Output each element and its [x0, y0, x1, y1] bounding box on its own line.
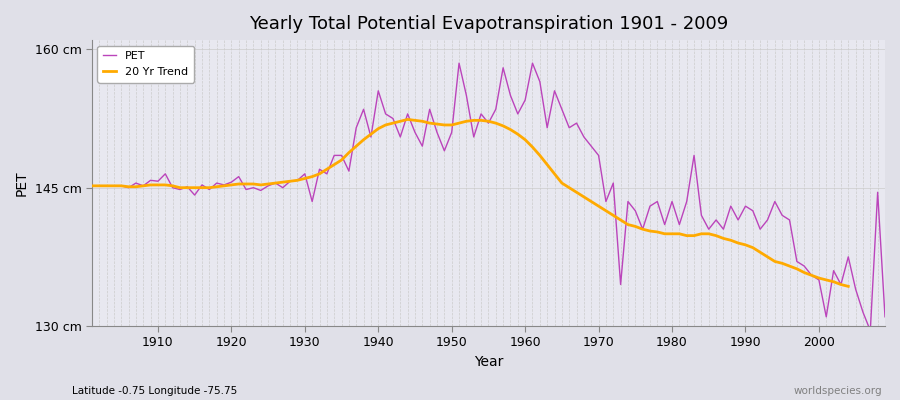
Text: worldspecies.org: worldspecies.org — [794, 386, 882, 396]
20 Yr Trend — [277, 180, 288, 184]
PET — [879, 314, 890, 319]
PET — [454, 61, 464, 66]
20 Yr Trend — [468, 118, 479, 123]
Y-axis label: PET: PET — [15, 170, 29, 196]
PET — [351, 125, 362, 130]
PET — [307, 199, 318, 204]
20 Yr Trend — [307, 174, 318, 179]
X-axis label: Year: Year — [473, 355, 503, 369]
20 Yr Trend — [86, 184, 97, 188]
PET — [145, 178, 156, 183]
PET — [865, 328, 876, 333]
20 Yr Trend — [784, 264, 795, 268]
20 Yr Trend — [109, 184, 120, 188]
Legend: PET, 20 Yr Trend: PET, 20 Yr Trend — [97, 46, 194, 82]
Title: Yearly Total Potential Evapotranspiration 1901 - 2009: Yearly Total Potential Evapotranspiratio… — [248, 15, 728, 33]
PET — [616, 282, 626, 287]
PET — [527, 61, 538, 66]
20 Yr Trend — [843, 284, 854, 289]
PET — [86, 184, 97, 188]
Line: PET: PET — [92, 63, 885, 331]
20 Yr Trend — [821, 278, 832, 282]
Text: Latitude -0.75 Longitude -75.75: Latitude -0.75 Longitude -75.75 — [72, 386, 238, 396]
PET — [519, 98, 530, 102]
Line: 20 Yr Trend: 20 Yr Trend — [92, 120, 849, 286]
20 Yr Trend — [402, 117, 413, 122]
